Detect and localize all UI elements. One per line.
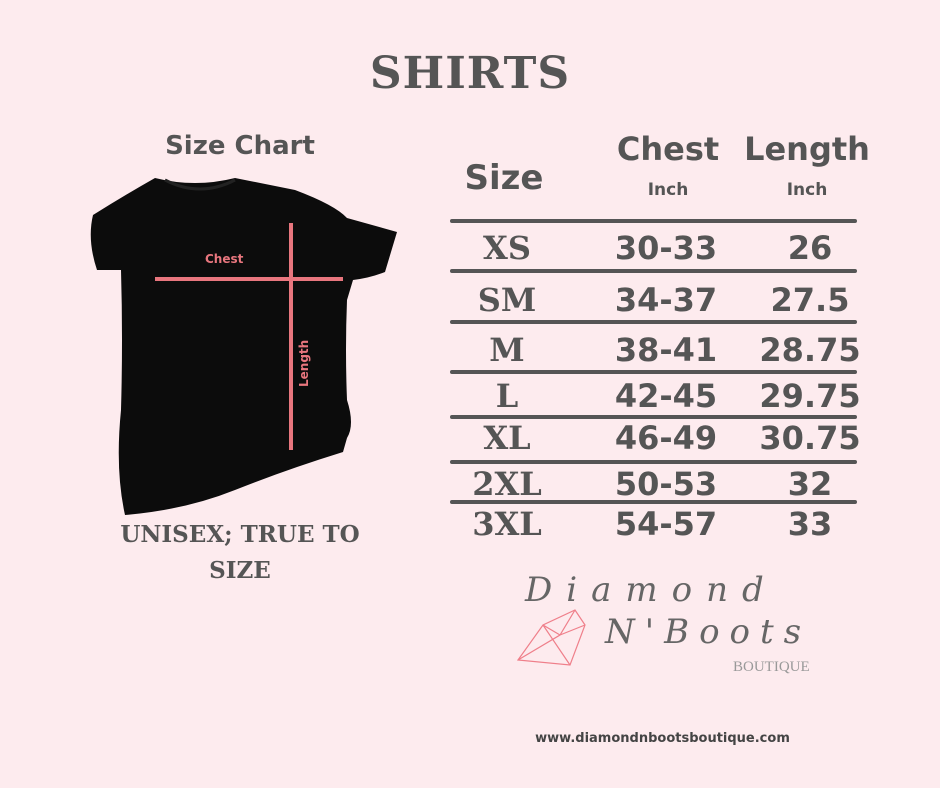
fit-note: UNISEX; TRUE TO SIZE <box>120 521 360 584</box>
size-cell: L <box>495 377 519 415</box>
chest-label: Chest <box>205 252 244 266</box>
chest-cell: 30-33 <box>614 229 718 267</box>
chest-cell: 46-49 <box>614 419 718 457</box>
length-cell: 30.75 <box>759 419 861 457</box>
diamond-logo-icon <box>516 609 586 666</box>
size-cell: 3XL <box>472 505 542 543</box>
logo-line2: N'Boots <box>605 612 812 652</box>
length-cell: 28.75 <box>759 331 861 369</box>
size-cell: 2XL <box>472 465 542 503</box>
row-divider <box>450 460 857 464</box>
header-size: Size <box>464 158 544 198</box>
size-cell: XS <box>483 229 531 267</box>
row-divider <box>450 219 857 223</box>
header-chest: Chest <box>616 130 720 168</box>
page-title: SHIRTS <box>369 48 571 99</box>
row-divider <box>450 269 857 273</box>
header-length: Length <box>744 130 870 168</box>
size-cell: M <box>489 331 525 369</box>
logo-line3: BOUTIQUE <box>733 659 810 675</box>
row-divider <box>450 320 857 324</box>
size-chart-label: Size Chart <box>165 131 315 161</box>
row-divider <box>450 500 857 504</box>
length-cell: 33 <box>787 505 833 543</box>
length-cell: 27.5 <box>770 281 850 319</box>
row-divider <box>450 370 857 374</box>
size-cell: SM <box>477 281 537 319</box>
chest-cell: 54-57 <box>614 505 718 543</box>
chest-cell: 50-53 <box>614 465 718 503</box>
logo-line1: Diamond <box>525 570 778 610</box>
length-label: Length <box>297 339 311 387</box>
size-cell: XL <box>483 419 531 457</box>
length-cell: 26 <box>787 229 833 267</box>
chest-cell: 42-45 <box>614 377 718 415</box>
chest-cell: 38-41 <box>614 331 718 369</box>
row-divider <box>450 415 857 419</box>
tshirt-image <box>90 178 397 515</box>
website-url: www.diamondnbootsboutique.com <box>535 731 790 746</box>
chest-cell: 34-37 <box>614 281 718 319</box>
header-length-unit: Inch <box>786 180 828 200</box>
header-chest-unit: Inch <box>647 180 689 200</box>
tshirt-shape <box>90 178 397 515</box>
length-cell: 32 <box>787 465 833 503</box>
length-cell: 29.75 <box>759 377 861 415</box>
